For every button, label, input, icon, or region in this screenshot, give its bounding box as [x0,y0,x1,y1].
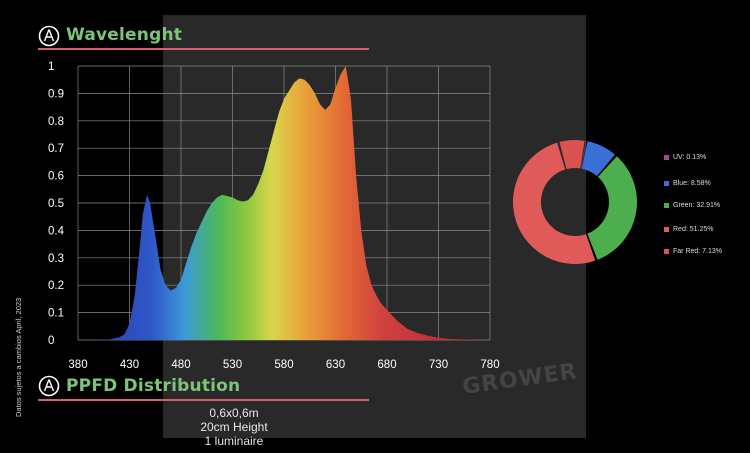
y-tick-label: 0.7 [48,143,64,155]
donut-slice [559,140,585,170]
legend-swatch [664,155,669,160]
legend-label: Far Red: 7.13% [673,248,723,255]
y-tick-label: 0.1 [48,308,64,320]
brand-logo-icon-2 [38,375,60,397]
ppfd-height: 20cm Height [200,420,268,434]
donut-slice [587,156,637,260]
x-tick-label: 380 [68,359,87,371]
legend-item: UV: 0.13% [664,154,706,161]
x-tick-label: 580 [274,359,293,371]
x-tick-labels: 380 430 480 530 580 630 680 730 780 [68,359,499,371]
y-tick-label: 0.6 [48,171,64,183]
x-tick-label: 680 [377,359,396,371]
y-tick-label: 0.3 [48,253,64,265]
y-tick-labels: 0 0.1 0.2 0.3 0.4 0.5 0.6 0.7 0.8 0.9 1 [48,61,65,347]
ppfd-title-underline [38,399,369,401]
y-tick-label: 0.2 [48,280,64,292]
spectrum-area [78,66,490,340]
y-tick-label: 0.4 [48,225,65,237]
ppfd-luminaire-count: 1 luminaire [204,434,264,448]
spectrum-area-layer [78,66,490,340]
legend-label: Green: 32.91% [673,202,721,209]
legend-item: Far Red: 7.13% [664,248,722,255]
x-tick-label: 780 [480,359,499,371]
y-tick-label: 0 [48,335,54,347]
brand-logo-icon [38,25,60,47]
ppfd-info: 0,6x0,6m 20cm Height 1 luminaire [170,406,298,448]
y-tick-label: 0.9 [48,88,64,100]
x-tick-label: 480 [171,359,190,371]
side-note: Datos sujetos a cambios April, 2023 [14,297,23,417]
legend-swatch [664,249,669,254]
legend-label: Red: 51.25% [673,226,714,233]
x-tick-label: 730 [429,359,448,371]
x-tick-label: 430 [120,359,139,371]
x-tick-label: 530 [223,359,242,371]
y-tick-label: 0.5 [48,198,64,210]
wavelength-title: Wavelenght [66,25,183,45]
legend-label: UV: 0.13% [673,154,707,161]
legend-item: Blue: 8.58% [664,180,711,187]
donut-slice [580,140,587,169]
legend-label: Blue: 8.58% [673,180,711,187]
y-tick-label: 1 [48,61,54,73]
legend-swatch [664,227,669,232]
legend-item: Green: 32.91% [664,202,720,209]
wavelength-title-underline [38,48,369,50]
ppfd-title: PPFD Distribution [66,376,241,396]
donut-slice [581,141,616,177]
legend-swatch [664,203,669,208]
legend-item: Red: 51.25% [664,226,713,233]
ppfd-size: 0,6x0,6m [209,406,259,420]
donut-slice [513,142,596,264]
legend-swatch [664,181,669,186]
y-tick-label: 0.8 [48,116,64,128]
x-tick-label: 630 [326,359,345,371]
spectrum-donut-chart [513,140,637,264]
